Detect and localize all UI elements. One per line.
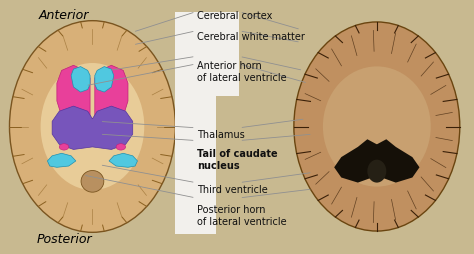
Ellipse shape [323,67,431,187]
Polygon shape [372,140,419,183]
Text: Cerebral cortex: Cerebral cortex [197,11,272,21]
Bar [175,13,239,97]
Text: Tail of caudate
nucleus: Tail of caudate nucleus [197,149,277,170]
Text: Posterior horn
of lateral ventricle: Posterior horn of lateral ventricle [197,204,286,226]
Bar [175,163,216,234]
Ellipse shape [59,144,69,150]
Polygon shape [334,140,382,183]
Ellipse shape [116,144,126,150]
Polygon shape [95,66,128,127]
Ellipse shape [81,171,104,193]
Ellipse shape [41,64,144,190]
Polygon shape [71,67,90,93]
Text: Anterior horn
of lateral ventricle: Anterior horn of lateral ventricle [197,61,286,83]
Text: Posterior: Posterior [36,232,92,245]
Text: Third ventricle: Third ventricle [197,184,267,194]
Text: Cerebral white matter: Cerebral white matter [197,32,305,42]
Ellipse shape [367,160,386,183]
Polygon shape [109,154,137,168]
Polygon shape [57,66,90,127]
Polygon shape [47,154,76,168]
Bar [175,97,216,163]
Text: Thalamus: Thalamus [197,130,245,139]
Polygon shape [52,107,133,150]
Ellipse shape [294,23,460,231]
Text: Anterior: Anterior [39,9,89,22]
Ellipse shape [9,22,175,232]
Polygon shape [95,67,114,93]
